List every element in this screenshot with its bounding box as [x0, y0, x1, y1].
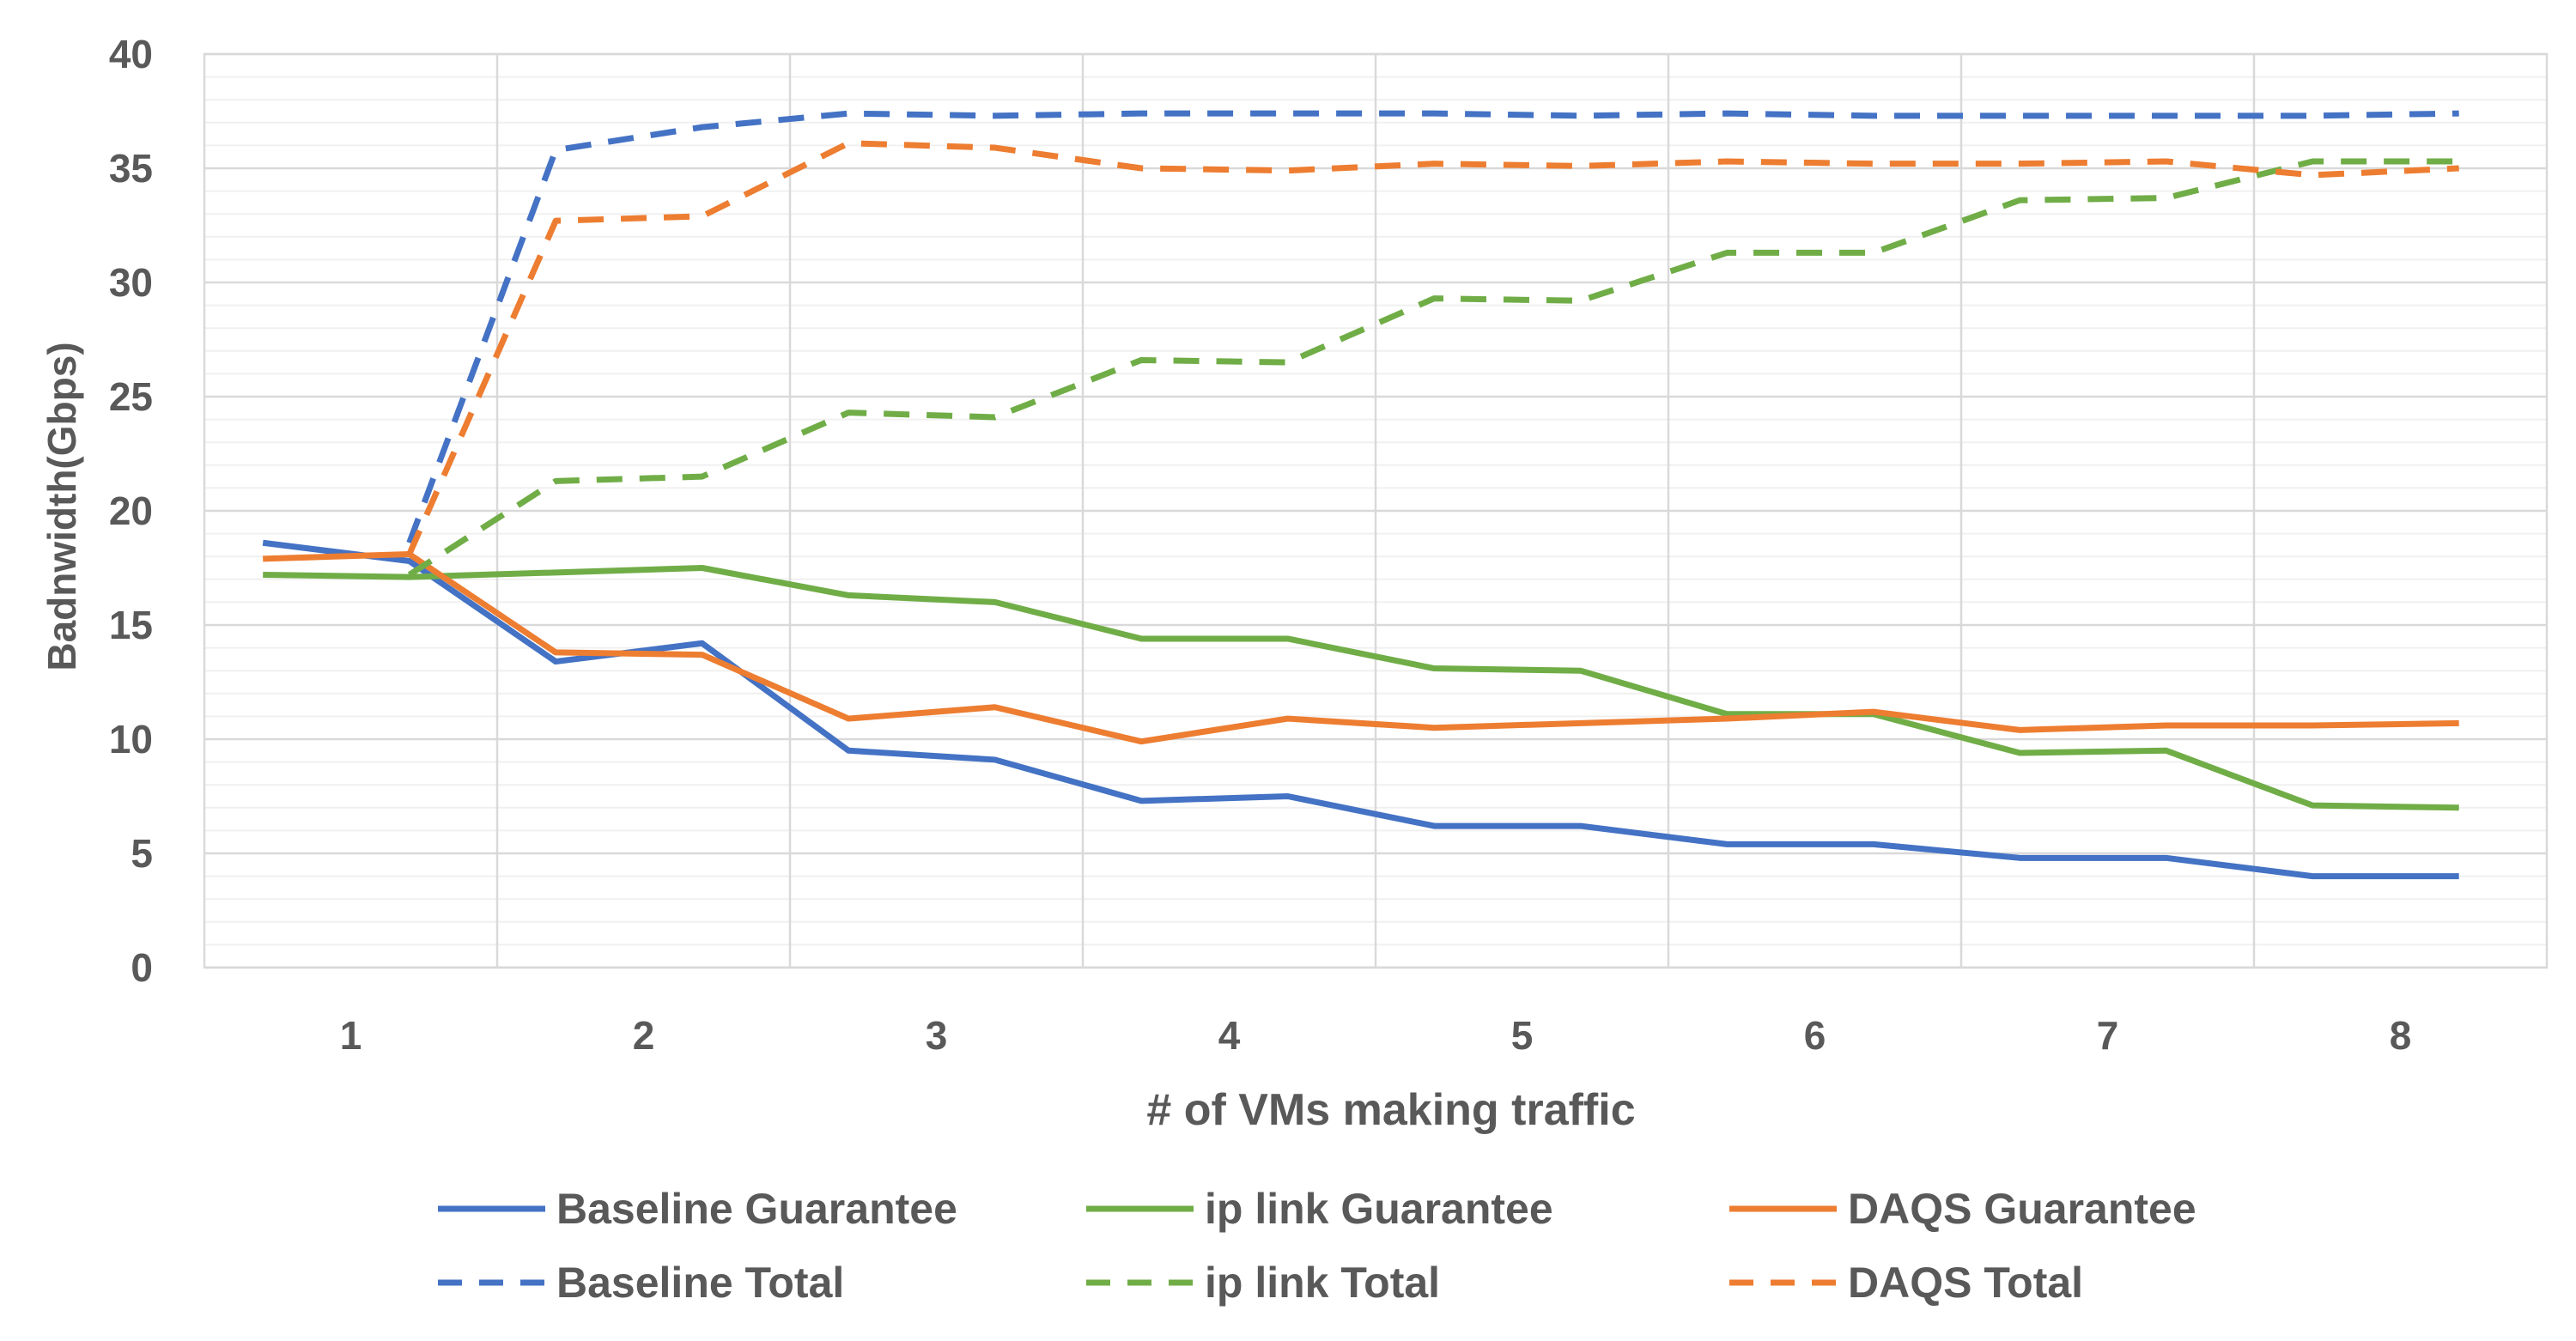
legend-label: DAQS Total [1848, 1259, 2083, 1307]
x-tick-label: 3 [926, 1013, 948, 1058]
x-axis-title: # of VMs making traffic [1146, 1085, 1635, 1135]
x-tick-label: 1 [340, 1013, 362, 1058]
series-line-daqs-total [406, 140, 2459, 555]
legend-label: ip link Total [1205, 1259, 1440, 1307]
y-tick-label: 0 [131, 945, 153, 990]
legend-item-daqs-total: DAQS Total [1729, 1259, 2083, 1307]
legend-item-ip-link-total: ip link Total [1086, 1259, 1440, 1307]
series-line-daqs-guarantee [263, 551, 2459, 745]
legend-label: ip link Guarantee [1205, 1185, 1553, 1233]
legend-label: Baseline Total [556, 1259, 844, 1307]
x-tick-label: 6 [1804, 1013, 1826, 1058]
legend-item-daqs-guarantee: DAQS Guarantee [1729, 1185, 2196, 1233]
x-tick-label: 8 [2390, 1013, 2412, 1058]
series-line-baseline-total [406, 110, 2459, 544]
series-line-ip-link-guarantee [263, 565, 2459, 811]
y-tick-label: 35 [109, 146, 153, 191]
y-tick-label: 25 [109, 374, 153, 419]
series-line-ip-link-total [407, 158, 2459, 578]
x-tick-label: 7 [2097, 1013, 2119, 1058]
legend-item-baseline-guarantee: Baseline Guarantee [438, 1185, 957, 1233]
axes: 0 5 10 15 20 25 30 35 40 1 2 3 4 5 6 7 8 [109, 32, 2411, 1058]
x-tick-label: 4 [1218, 1013, 1241, 1058]
y-tick-label: 20 [109, 488, 153, 533]
y-tick-label: 5 [131, 831, 153, 876]
x-tick-label: 5 [1511, 1013, 1534, 1058]
x-tick-label: 2 [633, 1013, 655, 1058]
axis-labels: # of VMs making traffic Badnwidth(Gbps) [39, 342, 1636, 1135]
grid [203, 52, 2549, 969]
legend-item-baseline-total: Baseline Total [438, 1259, 844, 1307]
y-tick-label: 30 [109, 260, 153, 305]
y-tick-label: 10 [109, 717, 153, 762]
y-tick-label: 40 [109, 32, 153, 76]
series-lines [262, 110, 2459, 880]
series-line-baseline-guarantee [262, 539, 2459, 880]
y-tick-label: 15 [109, 603, 153, 647]
plot-border [203, 52, 2549, 969]
legend-label: DAQS Guarantee [1848, 1185, 2196, 1233]
legend: Baseline Guarantee ip link Guarantee DAQS … [438, 1185, 2196, 1307]
legend-label: Baseline Guarantee [556, 1185, 957, 1233]
y-axis-title: Badnwidth(Gbps) [39, 342, 84, 670]
legend-item-ip-link-guarantee: ip link Guarantee [1086, 1185, 1553, 1233]
